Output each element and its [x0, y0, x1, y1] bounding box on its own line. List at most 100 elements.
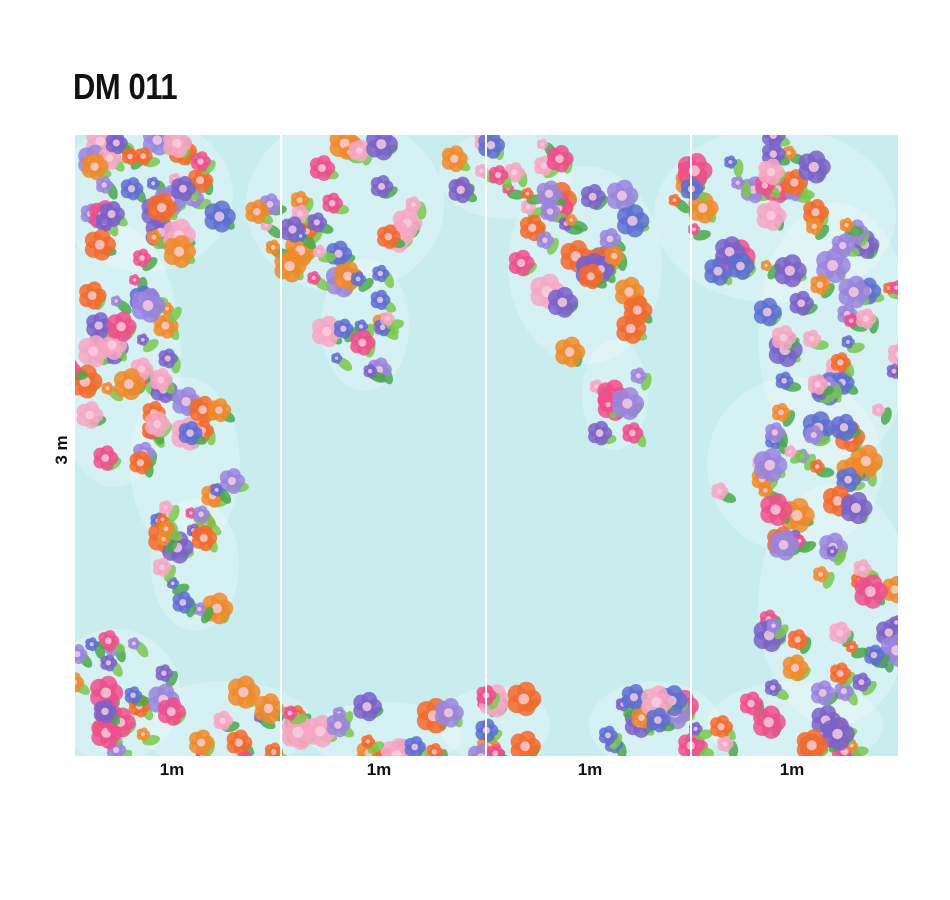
- flower: [124, 686, 143, 705]
- flower: [136, 333, 150, 346]
- flower: [227, 675, 261, 709]
- flower: [166, 577, 180, 590]
- flower: [839, 217, 854, 233]
- flower: [774, 254, 807, 288]
- flower: [149, 368, 173, 392]
- flower: [488, 165, 509, 185]
- flower: [764, 679, 782, 697]
- flower: [129, 450, 153, 475]
- leaf: [774, 624, 789, 640]
- flower: [856, 308, 877, 330]
- flower: [805, 217, 824, 236]
- wallpaper-mural-preview: [75, 135, 898, 756]
- flower: [93, 445, 119, 471]
- leaf: [75, 370, 88, 381]
- flower: [159, 500, 174, 515]
- flower: [761, 135, 786, 148]
- flower: [76, 401, 104, 429]
- flower: [434, 697, 464, 728]
- flower: [831, 233, 855, 258]
- flower: [872, 403, 886, 417]
- flower: [887, 343, 898, 366]
- flower: [282, 705, 298, 721]
- flower: [405, 196, 422, 213]
- flower: [120, 177, 144, 201]
- flower: [711, 482, 729, 501]
- flower: [441, 145, 468, 173]
- flower: [426, 743, 444, 756]
- flower: [350, 329, 376, 356]
- panel-width-label-1: 1m: [159, 760, 185, 779]
- flower: [622, 422, 644, 444]
- flower: [448, 176, 475, 204]
- flower: [213, 710, 234, 731]
- flower: [85, 637, 99, 652]
- flower: [772, 402, 791, 422]
- flower: [350, 271, 367, 287]
- flower: [646, 707, 671, 733]
- flower: [768, 529, 800, 561]
- flower: [219, 468, 246, 495]
- flower: [107, 311, 137, 342]
- flower: [810, 680, 836, 706]
- flower: [307, 271, 321, 285]
- flower: [79, 281, 107, 310]
- height-dimension-label: 3 m: [52, 435, 71, 465]
- flower: [96, 176, 114, 194]
- flower: [782, 654, 809, 682]
- flower: [312, 315, 343, 348]
- leaf: [344, 327, 359, 343]
- flower: [106, 740, 127, 756]
- flower: [536, 138, 549, 150]
- flower: [380, 311, 395, 327]
- flower: [753, 297, 782, 327]
- flower: [760, 493, 793, 527]
- flower: [353, 691, 383, 722]
- leaf: [815, 224, 830, 240]
- flower: [838, 275, 871, 309]
- flower: [717, 735, 734, 753]
- flower: [765, 422, 786, 443]
- flower: [841, 335, 855, 349]
- flower: [810, 459, 825, 474]
- flower: [840, 491, 873, 525]
- flower: [178, 421, 203, 446]
- flower: [852, 672, 872, 692]
- flower: [621, 684, 648, 711]
- flower: [547, 286, 579, 318]
- flower: [163, 135, 192, 159]
- flower: [75, 360, 81, 379]
- flower: [668, 193, 681, 207]
- flower: [796, 729, 829, 756]
- flower: [766, 618, 782, 634]
- flower: [600, 396, 617, 414]
- flower: [307, 212, 328, 233]
- flower: [366, 135, 398, 161]
- flower: [580, 184, 606, 210]
- flower: [826, 545, 839, 558]
- flower: [830, 352, 851, 373]
- flower: [782, 145, 797, 161]
- flower: [760, 259, 772, 272]
- flower: [889, 615, 898, 630]
- leaf: [820, 283, 835, 299]
- leaf: [358, 278, 374, 292]
- flower: [798, 150, 831, 184]
- leaf: [862, 680, 877, 696]
- flower: [75, 644, 88, 665]
- flower: [758, 482, 773, 498]
- flower: [546, 145, 574, 173]
- flower: [210, 483, 224, 497]
- flower: [312, 244, 327, 259]
- flower: [155, 664, 173, 683]
- panel-divider-2: [485, 135, 487, 756]
- flower: [158, 348, 178, 369]
- flower: [134, 146, 153, 166]
- leaf: [142, 338, 159, 353]
- flower: [105, 135, 128, 155]
- flower: [540, 201, 561, 222]
- flower: [113, 368, 146, 401]
- flower: [331, 352, 343, 364]
- flower: [363, 363, 378, 379]
- flower: [616, 313, 647, 344]
